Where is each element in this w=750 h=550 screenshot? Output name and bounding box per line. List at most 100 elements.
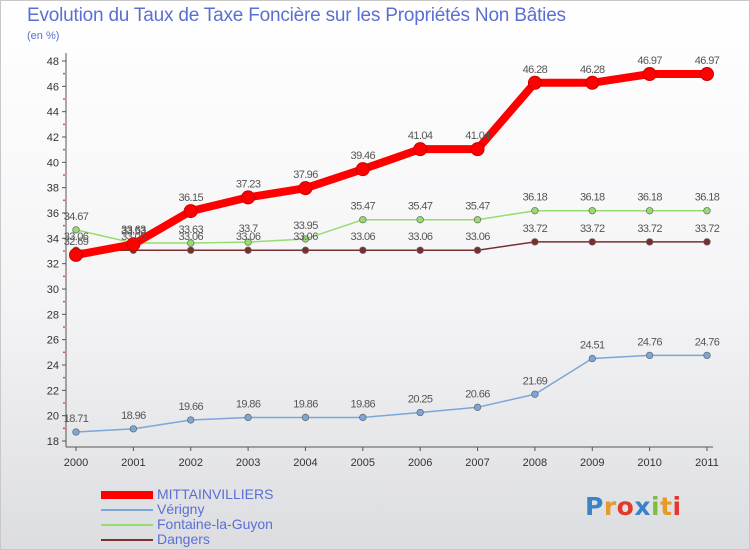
data-label: 36.15	[178, 192, 203, 204]
data-label: 24.51	[580, 340, 605, 352]
x-tick-label: 2007	[465, 457, 489, 469]
y-tick-label: 24	[47, 360, 59, 372]
y-tick-label: 38	[47, 183, 59, 195]
x-tick-label: 2006	[408, 457, 432, 469]
data-point	[588, 207, 596, 215]
legend-item: Fontaine-la-Guyon	[101, 517, 273, 532]
data-point	[531, 238, 539, 246]
data-label: 37.96	[293, 169, 318, 181]
data-point	[527, 75, 542, 90]
data-point	[244, 246, 252, 254]
data-label: 34.67	[64, 211, 89, 223]
data-label: 20.25	[408, 394, 433, 406]
legend-item: MITTAINVILLIERS	[101, 487, 273, 502]
data-point	[703, 207, 711, 215]
data-label: 24.76	[695, 336, 720, 348]
data-label: 33.06	[178, 231, 203, 243]
x-tick-label: 2000	[64, 457, 88, 469]
y-tick-label: 32	[47, 259, 59, 271]
data-label: 21.69	[523, 375, 548, 387]
series-line-3	[75, 241, 708, 251]
data-label: 32.69	[64, 236, 89, 248]
y-tick-label: 34	[47, 233, 59, 245]
data-label: 33.53	[121, 225, 146, 237]
data-label: 33.06	[465, 231, 490, 243]
data-label: 36.18	[695, 192, 720, 204]
data-label: 36.18	[523, 192, 548, 204]
y-minor-tick	[63, 351, 65, 354]
y-minor-tick	[63, 402, 65, 404]
y-tick-label: 40	[47, 157, 59, 169]
data-point	[473, 403, 482, 411]
y-tick-label: 22	[47, 385, 59, 397]
data-point	[416, 408, 424, 417]
data-label: 24.76	[637, 336, 662, 348]
chart-legend: MITTAINVILLIERS Vérigny Fontaine-la-Guyon D…	[101, 487, 273, 547]
data-point	[473, 246, 482, 254]
data-label: 33.06	[236, 231, 261, 243]
legend-swatch	[101, 538, 153, 541]
chart-subtitle: (en %)	[27, 30, 60, 42]
data-label: 33.06	[351, 231, 376, 243]
x-tick-label: 2009	[580, 457, 604, 469]
y-minor-tick	[63, 148, 65, 151]
y-minor-tick	[63, 98, 65, 100]
data-point	[244, 413, 252, 422]
data-point	[301, 413, 310, 422]
x-tick-label: 2005	[351, 457, 375, 469]
data-label: 46.28	[523, 64, 548, 76]
data-label: 19.86	[351, 398, 376, 410]
data-point	[355, 162, 370, 177]
x-tick-label: 2001	[121, 457, 145, 469]
data-label: 33.72	[637, 223, 662, 235]
data-point	[473, 216, 482, 224]
data-label: 35.47	[408, 201, 433, 213]
data-point	[187, 239, 195, 247]
x-tick-label: 2002	[178, 457, 202, 469]
legend-item: Vérigny	[101, 502, 273, 517]
y-tick-label: 48	[47, 56, 59, 68]
data-label: 18.96	[121, 410, 146, 422]
y-minor-tick	[63, 326, 65, 328]
data-point	[129, 425, 138, 433]
y-tick-label: 46	[47, 81, 59, 93]
data-point	[531, 390, 539, 398]
y-tick-label: 44	[47, 107, 59, 119]
y-minor-tick	[63, 275, 65, 278]
data-label: 33.06	[293, 231, 318, 243]
data-point	[244, 238, 252, 246]
data-point	[531, 207, 539, 215]
data-label: 33.06	[121, 231, 146, 243]
x-tick-label: 2004	[293, 457, 317, 469]
data-point	[416, 216, 424, 224]
data-point	[301, 235, 310, 243]
y-tick-label: 26	[47, 335, 59, 347]
y-minor-tick	[63, 250, 65, 252]
proxiti-logo: Proxiti	[585, 492, 682, 521]
data-label: 41.04	[408, 130, 433, 142]
y-tick-label: 20	[47, 411, 59, 423]
legend-label: Dangers	[157, 531, 210, 547]
data-label: 18.71	[64, 413, 89, 425]
data-point	[470, 142, 485, 157]
data-point	[298, 181, 313, 196]
data-label: 33.72	[523, 223, 548, 235]
series-line-2	[75, 209, 708, 244]
data-label: 46.97	[695, 55, 720, 67]
data-label: 33.06	[408, 231, 433, 243]
data-label: 46.97	[637, 55, 662, 67]
data-point	[359, 413, 367, 422]
data-point	[187, 416, 195, 424]
y-tick-label: 36	[47, 208, 59, 220]
data-label: 33.95	[293, 220, 318, 232]
data-label: 19.86	[293, 398, 318, 410]
data-point	[241, 190, 256, 205]
y-tick-label: 28	[47, 309, 59, 321]
legend-item: Dangers	[101, 532, 273, 547]
legend-label: Fontaine-la-Guyon	[157, 516, 273, 532]
data-point	[642, 67, 657, 82]
data-point	[703, 238, 711, 246]
data-point	[645, 238, 654, 246]
y-tick-label: 30	[47, 284, 59, 296]
